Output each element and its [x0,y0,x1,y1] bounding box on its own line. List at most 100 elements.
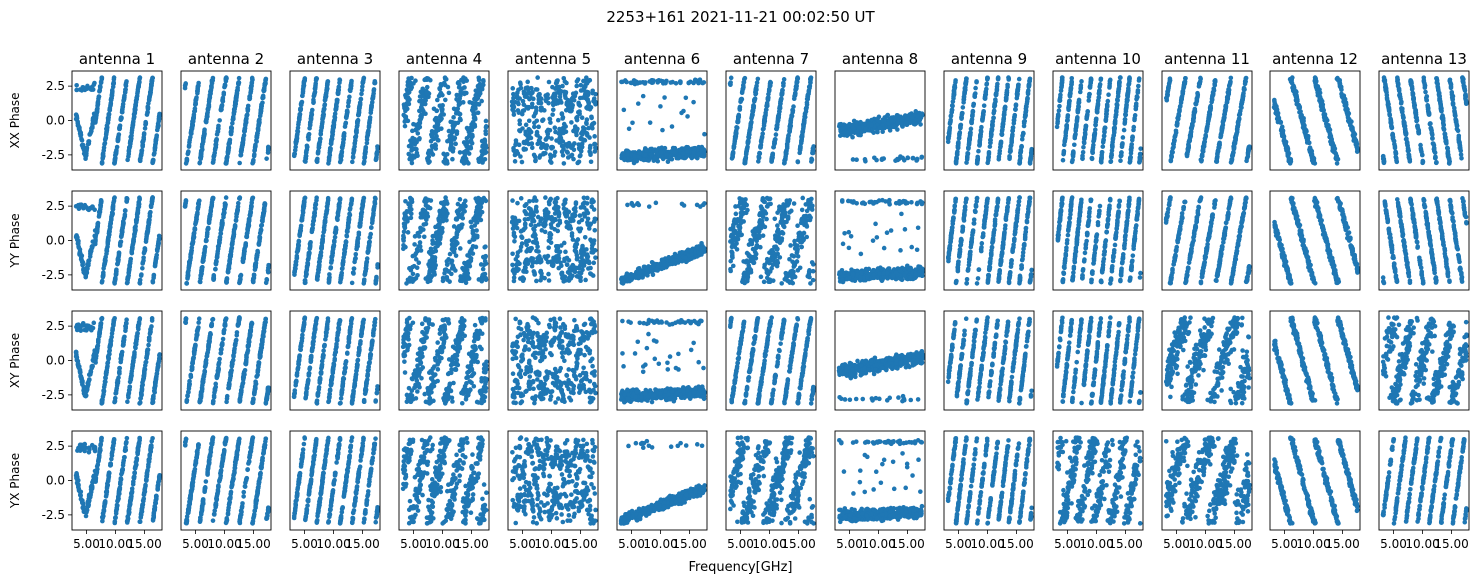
data-point [975,157,980,163]
data-point [344,115,349,121]
data-point [1007,149,1013,155]
data-point [1063,136,1068,141]
data-point [343,121,348,127]
data-point [1114,102,1120,108]
data-point [438,83,444,88]
data-point [728,75,734,81]
data-point [954,150,960,156]
data-point [482,140,488,146]
data-point [244,112,250,117]
data-point [885,112,891,118]
data-point [767,87,772,93]
data-point [1173,132,1178,138]
data-point [130,123,135,128]
data-point [1100,144,1106,149]
data-point [412,142,418,147]
data-point [1133,101,1139,106]
data-point [534,87,540,92]
data-point [562,129,567,134]
data-point [691,99,696,105]
data-point [1197,81,1202,87]
data-point [131,114,137,119]
data-point [439,106,444,112]
data-point [238,152,244,158]
data-point [778,96,784,102]
data-point [586,79,591,84]
column-title: antenna 2 [188,50,264,68]
data-point [898,154,903,159]
data-point [840,126,846,131]
data-point [142,126,148,131]
data-point [237,160,242,166]
data-point [1110,137,1116,142]
data-point [742,157,748,163]
data-point [527,96,532,102]
data-point [537,155,542,160]
data-point [1192,108,1198,113]
data-point [1120,135,1126,140]
data-point [88,86,93,92]
data-point [863,126,868,132]
data-point [982,96,988,101]
data-point [91,82,97,87]
data-point [1341,93,1347,98]
data-point [621,107,627,113]
data-point [209,85,214,90]
data-point [78,133,83,139]
data-point [576,102,582,107]
data-point [231,111,237,117]
column-title: antenna 8 [842,50,918,68]
data-point [578,153,583,158]
data-point [951,91,956,97]
data-point [1089,155,1095,161]
data-point [303,156,309,161]
data-point [185,150,191,155]
data-point [195,83,201,89]
data-point [761,118,767,124]
data-point [190,118,196,124]
data-point [361,76,366,81]
data-point [748,121,754,126]
data-point [465,126,471,132]
data-point [345,103,351,109]
subplot-r1-c10: antenna 10 [1052,50,1144,171]
data-point [783,150,789,156]
data-point [1018,155,1023,161]
data-point [773,132,779,137]
data-point [258,104,264,110]
data-point [456,100,462,106]
data-point [127,145,132,151]
data-point [959,116,964,121]
data-point [116,132,122,137]
data-point [264,156,269,161]
data-point [791,104,796,109]
data-point [334,99,340,105]
data-point [193,97,198,103]
data-point [308,114,314,119]
data-point [119,115,124,121]
column-title: antenna 6 [624,50,700,68]
data-point [1024,97,1030,102]
data-point [632,153,637,159]
data-point [257,120,262,125]
data-point [330,128,336,134]
data-point [571,156,576,162]
data-point [590,126,595,131]
data-point [799,132,805,138]
data-point [1190,122,1195,128]
data-point [1187,139,1192,144]
data-point [966,141,972,147]
data-point [1194,99,1200,104]
data-point [117,125,122,131]
data-point [730,155,735,160]
data-point [225,148,231,154]
data-point [224,154,230,160]
data-point [517,128,523,134]
data-point [307,125,312,131]
data-point [533,105,539,110]
data-point [145,105,151,111]
data-point [557,94,563,100]
data-point [792,92,798,98]
data-point [1200,146,1206,152]
data-point [260,94,266,100]
